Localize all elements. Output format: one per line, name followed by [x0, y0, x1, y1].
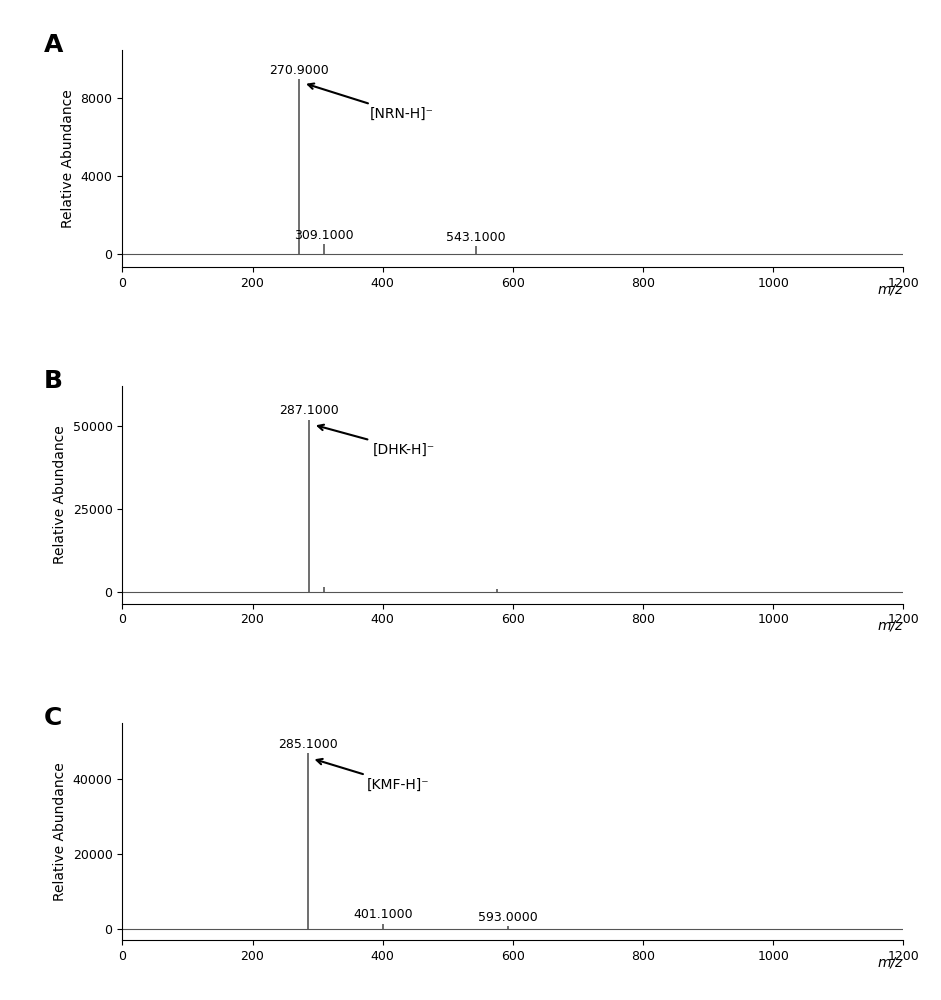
Text: [DHK-H]⁻: [DHK-H]⁻ — [318, 425, 435, 456]
Y-axis label: Relative Abundance: Relative Abundance — [54, 762, 67, 901]
Y-axis label: Relative Abundance: Relative Abundance — [53, 426, 67, 564]
Text: m/z: m/z — [878, 619, 903, 633]
Text: [KMF-H]⁻: [KMF-H]⁻ — [316, 759, 429, 792]
Text: 287.1000: 287.1000 — [279, 404, 339, 417]
Text: 543.1000: 543.1000 — [446, 231, 505, 244]
Text: C: C — [44, 706, 63, 730]
Text: 593.0000: 593.0000 — [478, 911, 538, 924]
Text: 309.1000: 309.1000 — [294, 229, 353, 242]
Text: [NRN-H]⁻: [NRN-H]⁻ — [308, 84, 434, 121]
Y-axis label: Relative Abundance: Relative Abundance — [61, 89, 75, 228]
Text: 285.1000: 285.1000 — [278, 738, 338, 751]
Text: m/z: m/z — [878, 282, 903, 296]
Text: 401.1000: 401.1000 — [354, 908, 413, 921]
Text: m/z: m/z — [878, 955, 903, 969]
Text: 270.9000: 270.9000 — [269, 64, 328, 77]
Text: B: B — [44, 369, 63, 393]
Text: A: A — [44, 33, 64, 57]
